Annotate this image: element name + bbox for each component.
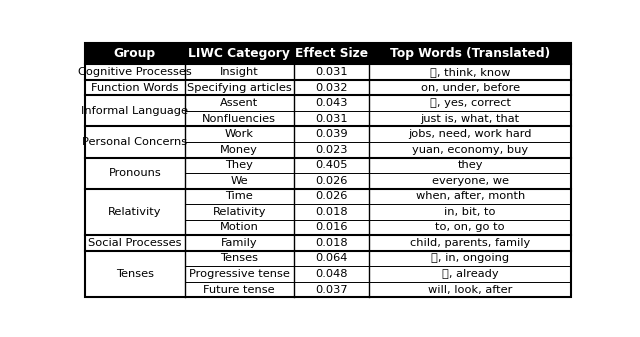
Text: Specifying articles: Specifying articles <box>187 83 292 93</box>
Text: Tenses: Tenses <box>116 269 154 279</box>
Text: Assent: Assent <box>220 98 259 108</box>
Text: Pronouns: Pronouns <box>108 168 161 178</box>
Text: They: They <box>225 160 253 170</box>
Text: on, under, before: on, under, before <box>420 83 520 93</box>
Text: when, after, month: when, after, month <box>415 191 525 202</box>
Text: Time: Time <box>225 191 253 202</box>
Text: 0.039: 0.039 <box>316 129 348 139</box>
Text: everyone, we: everyone, we <box>431 176 509 186</box>
Text: Work: Work <box>225 129 254 139</box>
Text: Insight: Insight <box>220 67 259 77</box>
Text: Function Words: Function Words <box>91 83 179 93</box>
Text: Informal Language: Informal Language <box>81 106 188 116</box>
Text: 0.026: 0.026 <box>316 191 348 202</box>
Text: Top Words (Translated): Top Words (Translated) <box>390 47 550 60</box>
Text: Money: Money <box>220 145 258 155</box>
Text: yuan, economy, buy: yuan, economy, buy <box>412 145 528 155</box>
Text: Progressive tense: Progressive tense <box>189 269 290 279</box>
Bar <box>85 64 571 297</box>
Text: け, think, know: け, think, know <box>430 67 510 77</box>
Text: 0.018: 0.018 <box>316 207 348 217</box>
Text: け, yes, correct: け, yes, correct <box>429 98 511 108</box>
Text: 0.016: 0.016 <box>316 222 348 233</box>
Text: 0.026: 0.026 <box>316 176 348 186</box>
Text: jobs, need, work hard: jobs, need, work hard <box>408 129 532 139</box>
Text: Social Processes: Social Processes <box>88 238 182 248</box>
Text: to, on, go to: to, on, go to <box>435 222 505 233</box>
Text: 0.064: 0.064 <box>316 253 348 264</box>
Text: will, look, after: will, look, after <box>428 284 513 295</box>
Bar <box>85 43 571 64</box>
Text: Motion: Motion <box>220 222 259 233</box>
Text: they: they <box>458 160 483 170</box>
Text: We: We <box>230 176 248 186</box>
Text: 0.031: 0.031 <box>316 67 348 77</box>
Text: Effect Size: Effect Size <box>295 47 368 60</box>
Text: Relativity: Relativity <box>212 207 266 217</box>
Text: 0.031: 0.031 <box>316 114 348 124</box>
Text: 0.032: 0.032 <box>316 83 348 93</box>
Text: Future tense: Future tense <box>204 284 275 295</box>
Text: Family: Family <box>221 238 258 248</box>
Text: 0.023: 0.023 <box>316 145 348 155</box>
Text: in, bit, to: in, bit, to <box>444 207 496 217</box>
Text: け, in, ongoing: け, in, ongoing <box>431 253 509 264</box>
Text: 0.048: 0.048 <box>316 269 348 279</box>
Text: LIWC Category: LIWC Category <box>188 47 290 60</box>
Text: Group: Group <box>114 47 156 60</box>
Text: 0.018: 0.018 <box>316 238 348 248</box>
Text: Nonfluencies: Nonfluencies <box>202 114 276 124</box>
Text: 0.037: 0.037 <box>316 284 348 295</box>
Text: Tenses: Tenses <box>220 253 259 264</box>
Text: 0.405: 0.405 <box>316 160 348 170</box>
Text: Relativity: Relativity <box>108 207 161 217</box>
Text: Cognitive Processes: Cognitive Processes <box>78 67 191 77</box>
Text: Personal Concerns: Personal Concerns <box>82 137 188 147</box>
Text: 0.043: 0.043 <box>316 98 348 108</box>
Text: just is, what, that: just is, what, that <box>420 114 520 124</box>
Text: け, already: け, already <box>442 269 499 279</box>
Text: child, parents, family: child, parents, family <box>410 238 531 248</box>
